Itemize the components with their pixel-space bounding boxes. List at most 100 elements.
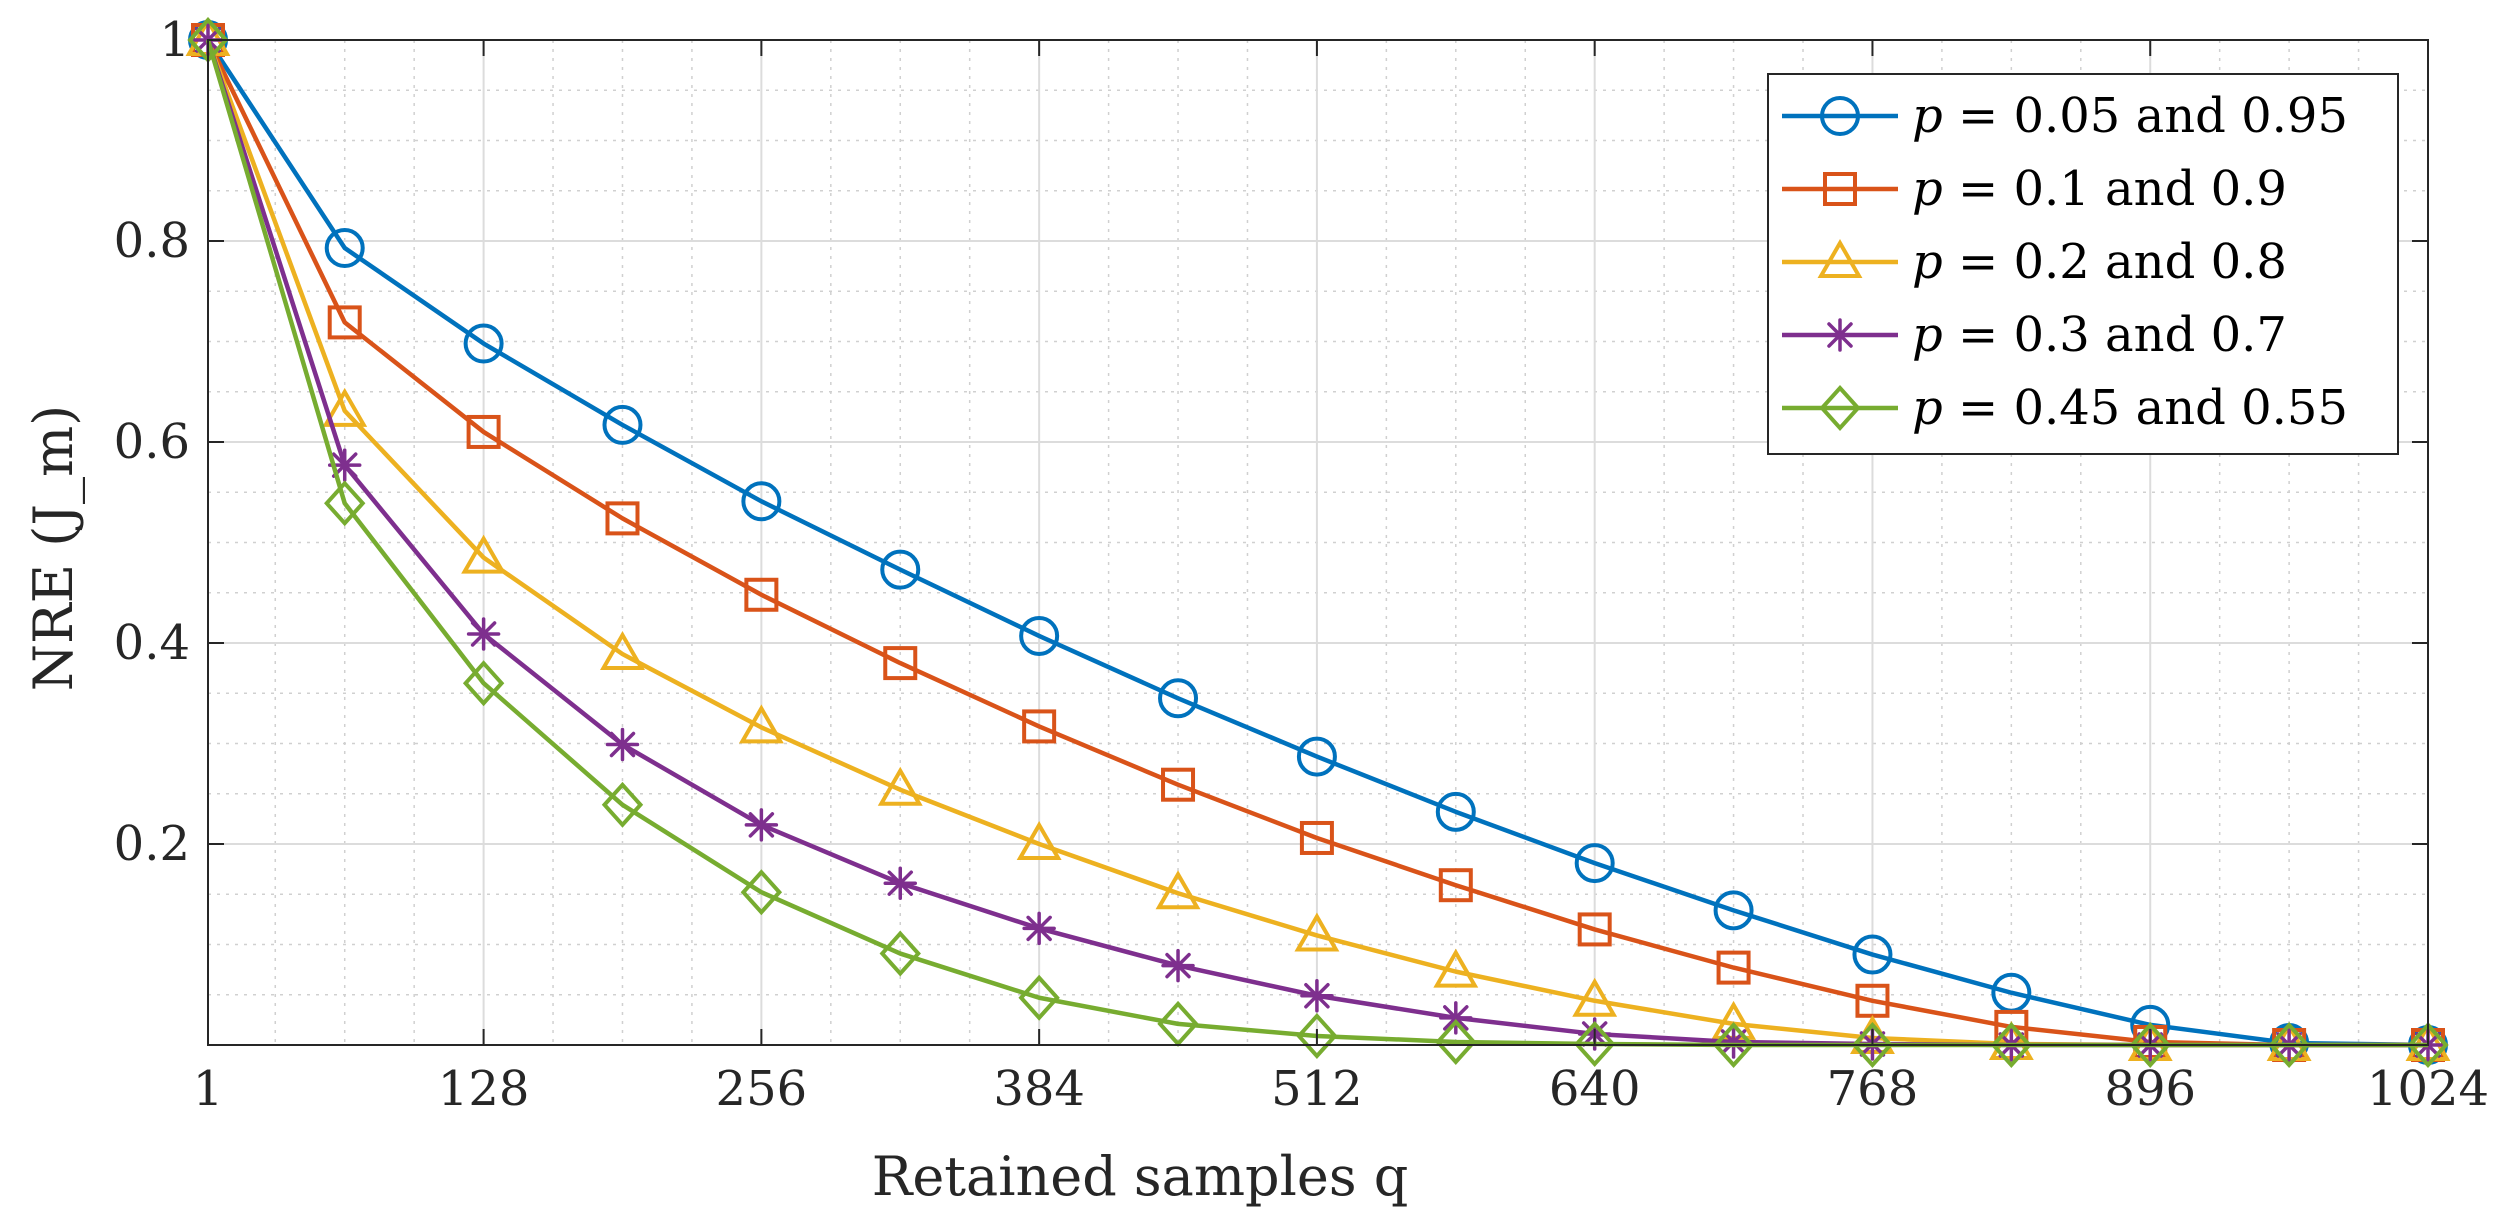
data-point xyxy=(1577,912,1612,947)
legend-marker xyxy=(1823,318,1857,352)
legend-marker xyxy=(1819,385,1861,431)
data-point xyxy=(2268,1022,2310,1068)
data-point xyxy=(1990,1022,2033,1068)
data-point xyxy=(1433,948,1479,988)
y-tick-label: 0.8 xyxy=(114,213,190,269)
x-tick-label: 640 xyxy=(1549,1061,1641,1117)
x-axis-label: Retained samples q xyxy=(872,1145,1409,1208)
y-tick-label: 0.2 xyxy=(114,816,190,872)
data-point xyxy=(601,781,644,828)
legend: p = 0.05 and 0.95p = 0.1 and 0.9p = 0.2 … xyxy=(1767,73,2399,455)
data-point xyxy=(744,808,779,842)
x-tick-label: 128 xyxy=(438,1061,530,1117)
data-point xyxy=(1161,948,1195,983)
y-axis-label: NRE (J_m) xyxy=(22,405,85,691)
data-point xyxy=(1439,1001,1473,1035)
legend-item: p = 0.3 and 0.7 xyxy=(1782,307,2287,363)
data-point xyxy=(1157,1000,1199,1047)
data-point xyxy=(461,534,507,574)
data-point xyxy=(1435,1018,1477,1065)
data-point xyxy=(1155,870,1201,910)
data-point xyxy=(466,617,501,651)
legend-variable: p xyxy=(1912,161,1958,217)
data-point xyxy=(883,646,918,681)
legend-item: p = 0.05 and 0.95 xyxy=(1782,88,2348,144)
data-point xyxy=(605,501,640,536)
plot-box xyxy=(207,39,2429,1046)
data-point xyxy=(740,869,783,916)
legend-value: = 0.1 and 0.9 xyxy=(1958,161,2287,217)
legend-label: p = 0.3 and 0.7 xyxy=(1912,307,2287,363)
ticks: 1 128 256 384 512 640 768 896 1024 0.2 0.4 0.6 0.8 1 xyxy=(114,12,2489,1117)
data-point xyxy=(324,480,366,527)
y-tick-label: 0.6 xyxy=(114,414,190,470)
grid xyxy=(207,39,2429,1045)
data-point xyxy=(1022,709,1057,744)
legend-variable: p xyxy=(1912,307,1958,363)
data-point xyxy=(1300,979,1334,1013)
legend-item: p = 0.2 and 0.8 xyxy=(1782,234,2287,290)
x-tick-label: 384 xyxy=(993,1061,1085,1117)
legend-value: = 0.3 and 0.7 xyxy=(1958,307,2287,363)
legend-label: p = 0.1 and 0.9 xyxy=(1912,161,2287,217)
data-point xyxy=(1019,615,1060,656)
legend-label: p = 0.2 and 0.8 xyxy=(1912,234,2287,290)
data-point xyxy=(1851,1022,1894,1068)
legend-value: = 0.2 and 0.8 xyxy=(1958,234,2287,290)
data-point xyxy=(738,704,784,744)
data-point xyxy=(2129,1022,2171,1068)
legend-marker xyxy=(1820,96,1860,136)
data-point xyxy=(1022,911,1056,946)
data-point xyxy=(1435,791,1476,832)
data-point xyxy=(327,448,362,482)
y-tick-label: 0.4 xyxy=(114,615,190,671)
data-point xyxy=(741,481,782,522)
legend-variable: p xyxy=(1912,88,1958,144)
x-tick-label: 512 xyxy=(1271,1061,1363,1117)
legend-value: = 0.05 and 0.95 xyxy=(1958,88,2348,144)
data-point xyxy=(1852,934,1893,975)
series-line xyxy=(205,39,2428,1048)
x-tick-label: 1024 xyxy=(2367,1061,2489,1117)
data-point xyxy=(1018,974,1060,1021)
data-point xyxy=(462,660,505,707)
data-point xyxy=(1299,820,1334,855)
data-point xyxy=(880,549,921,590)
legend-value: = 0.45 and 0.55 xyxy=(1958,380,2348,436)
data-point xyxy=(1438,868,1473,903)
data-point xyxy=(466,414,501,449)
y-tick-label: 1 xyxy=(159,12,190,68)
legend-item: p = 0.45 and 0.55 xyxy=(1782,380,2348,436)
data-point xyxy=(877,766,923,806)
data-point xyxy=(1574,843,1615,884)
legend-variable: p xyxy=(1912,380,1958,436)
data-point xyxy=(1161,767,1196,802)
data-point xyxy=(600,631,645,671)
data-point xyxy=(1296,736,1337,777)
data-point xyxy=(1716,950,1751,985)
data-point xyxy=(605,727,640,762)
data-point xyxy=(744,577,779,612)
data-point xyxy=(1016,820,1062,860)
legend-label: p = 0.45 and 0.55 xyxy=(1912,380,2348,436)
x-tick-label: 896 xyxy=(2104,1061,2196,1117)
legend-item: p = 0.1 and 0.9 xyxy=(1782,161,2287,217)
legend-variable: p xyxy=(1912,234,1958,290)
x-tick-label: 1 xyxy=(193,1061,224,1117)
data-point xyxy=(1573,1021,1616,1067)
data-point xyxy=(327,305,362,340)
data-point xyxy=(2407,1022,2449,1068)
data-point xyxy=(1158,678,1199,719)
legend-marker xyxy=(1823,172,1857,206)
legend-marker xyxy=(1817,238,1863,278)
data-point xyxy=(1716,1025,1751,1059)
x-tick-label: 768 xyxy=(1827,1061,1919,1117)
data-point xyxy=(1296,1012,1338,1059)
data-point xyxy=(463,323,504,364)
legend-label: p = 0.05 and 0.95 xyxy=(1912,88,2348,144)
data-point xyxy=(602,404,643,445)
data-point xyxy=(883,866,918,900)
data-point xyxy=(1712,1022,1755,1068)
series-1 xyxy=(188,20,2448,1065)
data-point xyxy=(1294,912,1340,952)
